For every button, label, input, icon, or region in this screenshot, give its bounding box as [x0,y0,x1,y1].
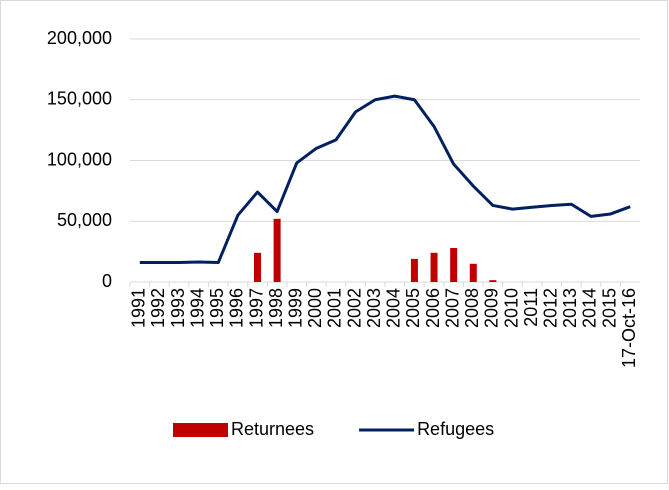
x-tick-label: 1995 [207,288,227,328]
x-tick-label: 2003 [364,288,384,328]
x-tick-label: 2004 [384,288,404,328]
x-tick-label: 1998 [266,288,286,328]
bar [489,280,497,282]
x-tick-label: 2000 [305,288,325,328]
bar [410,258,418,282]
bar [430,252,438,282]
y-tick-label: 100,000 [47,149,112,169]
bar [273,218,281,282]
y-tick-label: 200,000 [47,28,112,48]
x-tick-label: 1999 [285,288,305,328]
x-tick-label: 2015 [599,288,619,328]
x-tick-label: 2013 [560,288,580,328]
x-tick-label: 1996 [227,288,247,328]
x-tick-label: 2008 [462,288,482,328]
x-tick-label: 2001 [325,288,345,328]
x-tick-label: 2014 [580,288,600,328]
legend-label: Refugees [417,419,494,439]
x-tick-label: 2006 [423,288,443,328]
x-tick-label: 2011 [521,288,541,327]
y-tick-label: 50,000 [57,210,112,230]
legend-swatch [173,423,228,437]
x-tick-label: 1991 [129,288,149,328]
x-tick-label: 1994 [187,288,207,328]
bar [469,263,477,282]
x-tick-label: 2010 [501,288,521,328]
x-tick-label: 2002 [344,288,364,328]
x-tick-label: 1992 [148,288,168,328]
x-tick-label: 1997 [246,288,266,328]
x-tick-label: 1993 [168,288,188,328]
x-tick-label: 2007 [442,288,462,328]
y-tick-label: 0 [102,271,112,291]
x-tick-label: 2012 [540,288,560,328]
y-tick-label: 150,000 [47,89,112,109]
x-tick-label: 2005 [403,288,423,328]
x-tick-label: 17-Oct-16 [619,288,639,368]
line [139,94,631,265]
legend-label: Returnees [231,419,314,439]
x-tick-label: 2009 [482,288,502,328]
bar [254,252,261,282]
bar [450,247,458,282]
